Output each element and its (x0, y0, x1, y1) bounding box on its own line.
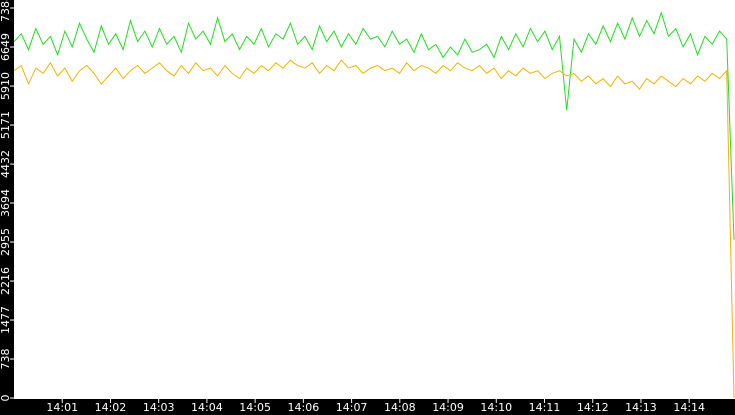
x-tick-label: 14:12 (577, 401, 609, 414)
y-tick-label: 2955 (0, 228, 12, 256)
x-tick-label: 14:13 (625, 401, 657, 414)
y-tick-label: 5910 (0, 72, 12, 100)
x-tick-label: 14:10 (480, 401, 512, 414)
series-line (13, 59, 735, 399)
y-tick-label: 1477 (0, 306, 12, 334)
y-tick-label: 7388 (0, 0, 12, 22)
series-line (13, 11, 735, 240)
y-tick-label: 4432 (0, 150, 12, 178)
y-tick-label: 738 (0, 349, 12, 370)
x-tick-label: 14:04 (191, 401, 223, 414)
plot-area (14, 0, 735, 399)
x-tick-label: 14:08 (384, 401, 416, 414)
y-tick-label: 2216 (0, 267, 12, 295)
x-tick-label: 14:07 (336, 401, 368, 414)
x-tick-label: 14:05 (239, 401, 271, 414)
y-tick-label: 6649 (0, 33, 12, 61)
x-tick-label: 14:03 (143, 401, 175, 414)
y-tick-label: 0 (0, 395, 12, 402)
x-tick-label: 14:06 (288, 401, 320, 414)
x-tick-label: 14:11 (529, 401, 561, 414)
x-tick-label: 14:09 (432, 401, 464, 414)
x-tick-label: 14:02 (95, 401, 127, 414)
x-tick-label: 14:01 (46, 401, 78, 414)
y-tick-label: 5171 (0, 111, 12, 139)
y-tick-label: 3694 (0, 189, 12, 217)
x-tick-label: 14:14 (673, 401, 705, 414)
